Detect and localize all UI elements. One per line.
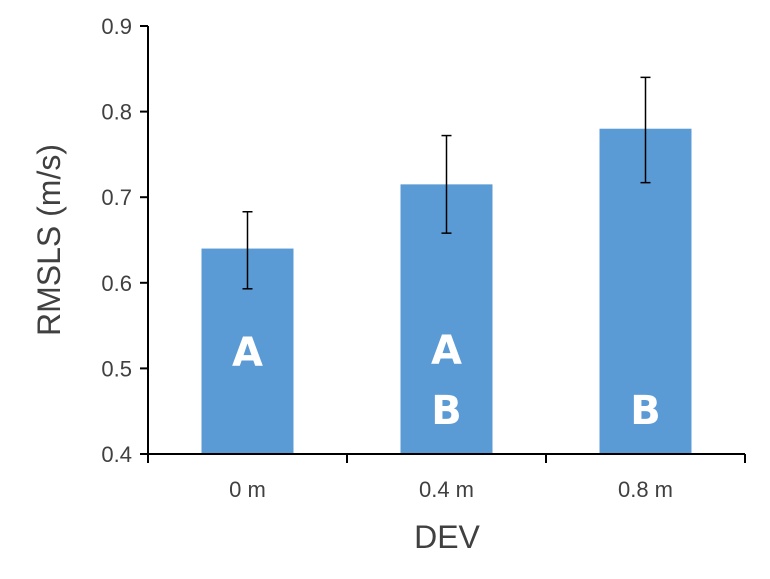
group-letter: A xyxy=(232,330,263,376)
plot-area: A AB B0.40.50.60.70.80.90 m 0.4 m 0.8 m xyxy=(101,14,746,502)
y-tick-label: 0.9 xyxy=(101,14,132,39)
y-tick-label: 0.8 xyxy=(101,100,132,125)
x-tick-label: 0.4 m xyxy=(419,477,474,502)
group-letter: B xyxy=(431,388,462,434)
y-tick-label: 0.7 xyxy=(101,185,132,210)
group-letter: B xyxy=(630,388,661,434)
y-tick-label: 0.5 xyxy=(101,356,132,381)
group-letter: A xyxy=(431,328,462,374)
y-tick-label: 0.6 xyxy=(101,271,132,296)
x-tick-label: 0.8 m xyxy=(618,477,673,502)
x-axis-title: DEV xyxy=(414,519,480,555)
y-axis-title: RMSLS (m/s) xyxy=(31,144,67,336)
y-tick-label: 0.4 xyxy=(101,442,132,467)
x-tick-label: 0 m xyxy=(229,477,266,502)
